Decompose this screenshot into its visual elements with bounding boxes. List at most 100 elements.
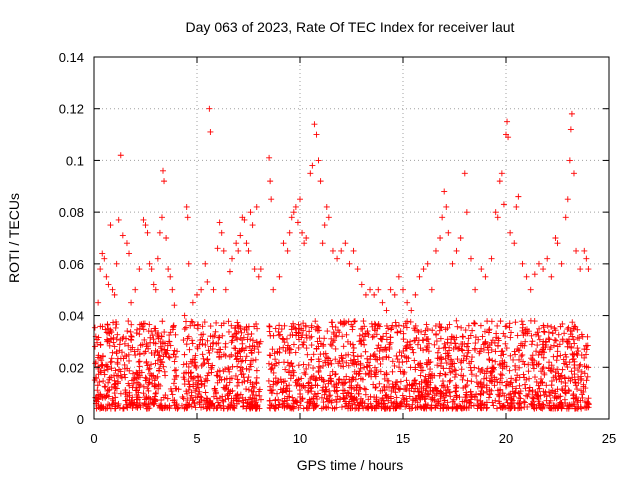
roti-point bbox=[361, 341, 368, 348]
roti-data-point bbox=[568, 110, 575, 117]
roti-point bbox=[271, 362, 278, 369]
roti-data-point bbox=[371, 291, 378, 298]
roti-point bbox=[199, 340, 206, 347]
roti-point bbox=[437, 388, 444, 395]
roti-point bbox=[578, 331, 585, 338]
roti-point bbox=[489, 357, 496, 364]
roti-point bbox=[158, 333, 165, 340]
roti-point bbox=[480, 389, 487, 396]
roti-point bbox=[508, 379, 515, 386]
roti-point bbox=[371, 351, 378, 358]
roti-point bbox=[403, 324, 410, 331]
roti-point bbox=[574, 334, 581, 341]
roti-point bbox=[173, 385, 180, 392]
roti-point bbox=[512, 366, 519, 373]
roti-data-point bbox=[338, 247, 345, 254]
roti-point bbox=[424, 325, 431, 332]
roti-point bbox=[257, 396, 264, 403]
roti-point bbox=[499, 390, 506, 397]
roti-point bbox=[220, 351, 227, 358]
roti-point bbox=[483, 368, 490, 375]
roti-point bbox=[244, 400, 251, 407]
roti-point bbox=[433, 338, 440, 345]
roti-point bbox=[331, 337, 338, 344]
roti-point bbox=[160, 363, 167, 370]
roti-point bbox=[143, 375, 150, 382]
roti-point bbox=[357, 338, 364, 345]
roti-point bbox=[247, 361, 254, 368]
roti-data-point bbox=[95, 299, 102, 306]
roti-data-point bbox=[257, 266, 264, 273]
roti-data-point bbox=[504, 118, 511, 125]
roti-point bbox=[411, 325, 418, 332]
roti-point bbox=[456, 394, 463, 401]
roti-point bbox=[571, 361, 578, 368]
roti-point bbox=[234, 392, 241, 399]
roti-point bbox=[308, 382, 315, 389]
roti-point bbox=[295, 362, 302, 369]
roti-point bbox=[551, 394, 558, 401]
roti-point bbox=[192, 379, 199, 386]
roti-point bbox=[489, 337, 496, 344]
roti-point bbox=[434, 349, 441, 356]
roti-point bbox=[425, 348, 432, 355]
roti-point bbox=[537, 375, 544, 382]
roti-point bbox=[147, 370, 154, 377]
roti-point bbox=[100, 378, 107, 385]
roti-data-point bbox=[519, 260, 526, 267]
roti-point bbox=[248, 357, 255, 364]
roti-point bbox=[403, 377, 410, 384]
roti-point bbox=[381, 346, 388, 353]
roti-point bbox=[503, 345, 510, 352]
roti-point bbox=[129, 394, 136, 401]
roti-point bbox=[105, 393, 112, 400]
roti-point bbox=[129, 370, 136, 377]
roti-point bbox=[454, 403, 461, 410]
roti-point bbox=[335, 376, 342, 383]
roti-point bbox=[145, 345, 152, 352]
roti-point bbox=[389, 358, 396, 365]
roti-point bbox=[231, 345, 238, 352]
roti-point bbox=[411, 357, 418, 364]
roti-point bbox=[163, 350, 170, 357]
roti-point bbox=[226, 379, 233, 386]
roti-point bbox=[328, 399, 335, 406]
roti-point bbox=[550, 353, 557, 360]
roti-point bbox=[488, 346, 495, 353]
roti-point bbox=[370, 381, 377, 388]
roti-point bbox=[575, 374, 582, 381]
roti-point bbox=[224, 405, 231, 412]
roti-point bbox=[536, 336, 543, 343]
roti-point bbox=[550, 342, 557, 349]
roti-point bbox=[315, 367, 322, 374]
roti-data-point bbox=[420, 266, 427, 273]
roti-point bbox=[265, 360, 272, 367]
roti-point bbox=[112, 324, 119, 331]
roti-data-point bbox=[270, 286, 277, 293]
roti-point bbox=[206, 405, 213, 412]
roti-point bbox=[380, 383, 387, 390]
roti-point bbox=[399, 392, 406, 399]
roti-data-point bbox=[391, 291, 398, 298]
roti-point bbox=[188, 369, 195, 376]
roti-point bbox=[469, 354, 476, 361]
roti-point bbox=[571, 351, 578, 358]
roti-point bbox=[535, 332, 542, 339]
roti-point bbox=[290, 341, 297, 348]
roti-point bbox=[535, 361, 542, 368]
roti-point bbox=[518, 318, 525, 325]
roti-point bbox=[494, 343, 501, 350]
roti-data-point bbox=[167, 273, 174, 280]
roti-point bbox=[571, 365, 578, 372]
roti-point bbox=[468, 371, 475, 378]
roti-data-point bbox=[243, 240, 250, 247]
roti-point bbox=[546, 392, 553, 399]
roti-point bbox=[543, 393, 550, 400]
roti-point bbox=[563, 353, 570, 360]
roti-point bbox=[328, 335, 335, 342]
roti-point bbox=[292, 398, 299, 405]
roti-data-point bbox=[103, 273, 110, 280]
roti-point bbox=[389, 368, 396, 375]
roti-point bbox=[193, 364, 200, 371]
roti-point bbox=[99, 323, 106, 330]
